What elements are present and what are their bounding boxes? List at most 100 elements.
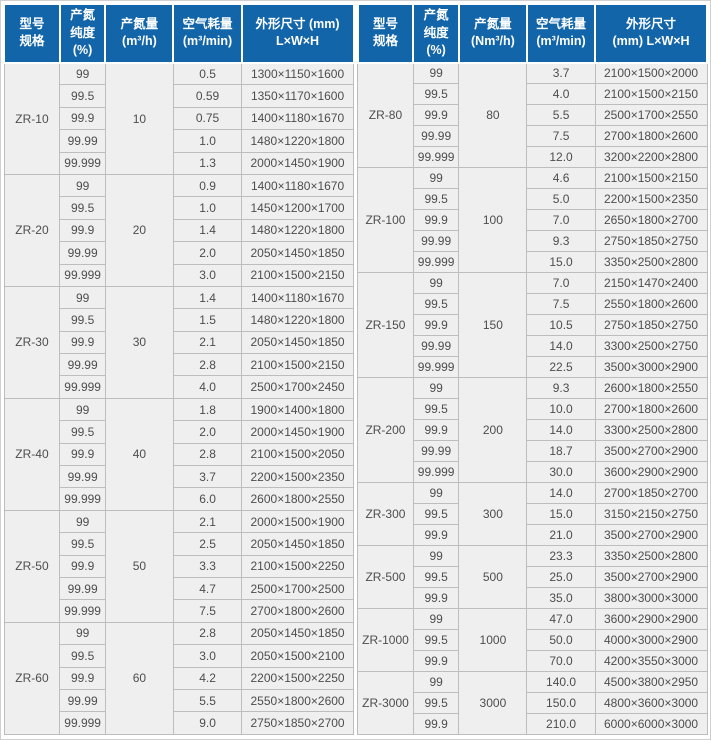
capacity-cell: 80 xyxy=(458,62,528,168)
purity-cell: 99.5 xyxy=(412,629,460,651)
dimensions-cell: 2050×1450×1850 xyxy=(241,330,354,355)
model-cell: ZR-300 xyxy=(357,482,414,546)
purity-cell: 99.999 xyxy=(59,263,106,287)
air-consumption-cell: 5.5 xyxy=(526,104,596,126)
model-cell: ZR-100 xyxy=(357,167,414,273)
table-row: ZR-50 99 50 2.1 2000×1500×1900 xyxy=(3,509,354,623)
dimensions-cell: 2050×1450×1850 xyxy=(241,241,354,265)
air-consumption-cell: 210.0 xyxy=(526,713,596,735)
purity-cell: 99.99 xyxy=(59,241,106,265)
purity-cell: 99 xyxy=(59,173,106,198)
column-header-capacity: 产氮量 (m³/h) xyxy=(104,3,175,64)
air-consumption-cell: 9.3 xyxy=(526,377,596,399)
purity-cell: 99.9 xyxy=(59,442,106,467)
dimensions-cell: 2700×1800×2600 xyxy=(594,125,708,147)
purity-cell: 99.5 xyxy=(412,188,460,210)
air-consumption-cell: 25.0 xyxy=(526,566,596,588)
air-consumption-cell: 18.7 xyxy=(526,440,596,462)
air-consumption-cell: 1.5 xyxy=(172,308,243,332)
capacity-cell: 50 xyxy=(104,509,174,623)
table-row: 99.999 1.3 2000×1450×1900 xyxy=(4,151,354,175)
air-consumption-cell: 15.0 xyxy=(526,503,596,525)
air-consumption-cell: 3.0 xyxy=(172,263,243,287)
purity-cell: 99.9 xyxy=(412,713,460,735)
dimensions-cell: 4500×3800×2950 xyxy=(594,671,708,693)
dimensions-cell: 2000×1450×1900 xyxy=(241,151,354,175)
air-consumption-cell: 0.9 xyxy=(172,173,243,198)
dimensions-cell: 2050×1450×1850 xyxy=(241,621,354,646)
table-row: 99.5 1.0 1450×1200×1700 xyxy=(4,196,354,220)
capacity-cell: 300 xyxy=(458,482,528,546)
table-row: ZR-500 99 500 23.3 3350×2500×2800 xyxy=(357,545,708,609)
purity-cell: 99.5 xyxy=(412,398,460,420)
purity-cell: 99 xyxy=(412,62,460,84)
purity-cell: 99.9 xyxy=(59,218,106,243)
dimensions-cell: 6000×6000×3000 xyxy=(594,713,708,735)
table-row: ZR-10 99 10 0.5 1300×1150×1600 xyxy=(3,61,354,175)
purity-cell: 99.5 xyxy=(412,566,460,588)
column-header-purity: 产氮 纯度 (%) xyxy=(58,3,107,64)
dimensions-cell: 3500×3000×2900 xyxy=(594,356,708,378)
air-consumption-cell: 1.8 xyxy=(172,397,243,422)
air-consumption-cell: 10.0 xyxy=(526,398,596,420)
dimensions-cell: 2100×1500×2150 xyxy=(594,83,708,105)
purity-cell: 99.5 xyxy=(59,308,106,332)
table-row: 99.999 7.5 2700×1800×2600 xyxy=(4,599,354,623)
capacity-cell: 60 xyxy=(104,621,174,736)
dimensions-cell: 2550×1800×2600 xyxy=(241,688,354,713)
air-consumption-cell: 4.0 xyxy=(526,83,596,105)
dimensions-cell: 2100×1500×2150 xyxy=(594,167,708,189)
air-consumption-cell: 50.0 xyxy=(526,629,596,651)
air-consumption-cell: 47.0 xyxy=(526,608,596,630)
dimensions-cell: 1450×1200×1700 xyxy=(241,196,354,220)
table-row: 99.99 5.5 2550×1800×2600 xyxy=(4,688,354,713)
table-row: 99.9 21.0 3500×2700×2900 xyxy=(358,524,708,546)
dimensions-cell: 3600×2900×2900 xyxy=(594,608,708,630)
purity-cell: 99.99 xyxy=(59,465,106,489)
table-row: 99.5 2.0 2000×1450×1900 xyxy=(4,420,354,444)
table-row: 99.9 0.75 1400×1180×1670 xyxy=(4,106,354,131)
purity-cell: 99 xyxy=(59,61,106,86)
dimensions-cell: 2200×1500×2350 xyxy=(241,465,354,489)
model-cell: ZR-1000 xyxy=(357,608,414,672)
capacity-cell: 100 xyxy=(458,167,528,273)
purity-cell: 99.99 xyxy=(59,688,106,713)
header-row: 型号 规格 产氮 纯度 (%) 产氮量 (m³/h) 空气耗量 (m³/min) 外形尺… xyxy=(3,3,355,64)
table-row: 99.999 4.0 2500×1700×2450 xyxy=(4,375,354,399)
table-row: 99.5 2.5 2050×1450×1850 xyxy=(4,532,354,556)
purity-cell: 99.99 xyxy=(412,440,460,462)
purity-cell: 99.5 xyxy=(412,692,460,714)
air-consumption-cell: 3.7 xyxy=(172,465,243,489)
purity-cell: 99.999 xyxy=(59,375,106,399)
dimensions-cell: 2750×1850×2750 xyxy=(594,230,708,252)
dimensions-cell: 2100×1500×2250 xyxy=(241,554,354,578)
dimensions-cell: 2650×1800×2700 xyxy=(594,209,708,231)
air-consumption-cell: 2.1 xyxy=(172,509,243,534)
dimensions-cell: 1350×1170×1600 xyxy=(241,84,354,108)
purity-cell: 99 xyxy=(59,285,106,310)
table-row: ZR-1000 99 1000 47.0 3600×2900×2900 xyxy=(357,608,708,672)
purity-cell: 99 xyxy=(59,397,106,422)
air-consumption-cell: 7.5 xyxy=(172,599,243,623)
purity-cell: 99.5 xyxy=(59,196,106,220)
air-consumption-cell: 3.0 xyxy=(172,644,243,668)
table-row: 99.999 15.0 3350×2500×2800 xyxy=(358,251,708,273)
air-consumption-cell: 9.0 xyxy=(172,711,243,735)
table-row: 99.9 14.0 3300×2500×2800 xyxy=(358,419,708,441)
spec-table-left: 型号 规格 产氮 纯度 (%) 产氮量 (m³/h) 空气耗量 (m³/min) 外形尺… xyxy=(3,3,355,736)
model-cell: ZR-20 xyxy=(3,173,61,287)
air-consumption-cell: 2.1 xyxy=(172,330,243,355)
dimensions-cell: 3300×2500×2800 xyxy=(594,419,708,441)
air-consumption-cell: 4.2 xyxy=(172,666,243,690)
purity-cell: 99.9 xyxy=(59,554,106,578)
purity-cell: 99 xyxy=(412,608,460,630)
purity-cell: 99.999 xyxy=(59,151,106,175)
air-consumption-cell: 1.0 xyxy=(172,129,243,153)
air-consumption-cell: 2.0 xyxy=(172,420,243,444)
table-row: 99.5 150.0 4800×3600×3000 xyxy=(358,692,708,714)
capacity-cell: 20 xyxy=(104,173,174,287)
purity-cell: 99.9 xyxy=(412,650,460,672)
purity-cell: 99 xyxy=(59,509,106,534)
dimensions-cell: 2600×1800×2550 xyxy=(594,377,708,399)
